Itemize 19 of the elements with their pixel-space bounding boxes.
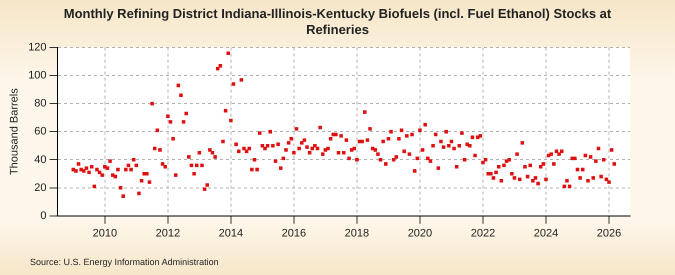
x-tick-label: 2018 (344, 227, 370, 240)
y-tick-label: 20 (34, 182, 47, 194)
x-tick-label: 2012 (156, 227, 180, 240)
y-axis-title: Thousand Barrels (8, 88, 21, 176)
x-tick-label: 2016 (282, 227, 306, 240)
y-tick-label: 120 (28, 42, 47, 54)
y-tick-label: 100 (28, 70, 47, 82)
x-tick-label: 2026 (596, 227, 622, 240)
x-tick-label: 2010 (92, 227, 118, 240)
x-tick-label: 2014 (218, 227, 244, 240)
x-tick-label: 2020 (408, 227, 432, 240)
y-tick-label: 0 (40, 210, 47, 222)
y-tick-label: 40 (34, 154, 47, 166)
y-tick-label: 80 (34, 98, 47, 110)
chart-title: Monthly Refining District Indiana-Illinois-Kentucky Biofuels (incl. Fuel Ethanol) Stocks at Refineries (62, 5, 612, 38)
x-tick-label: 2024 (534, 227, 558, 240)
source-note: Source: U.S. Energy Information Administration (30, 257, 219, 267)
x-tick-label: 2022 (470, 227, 496, 240)
y-tick-label: 60 (34, 126, 47, 138)
